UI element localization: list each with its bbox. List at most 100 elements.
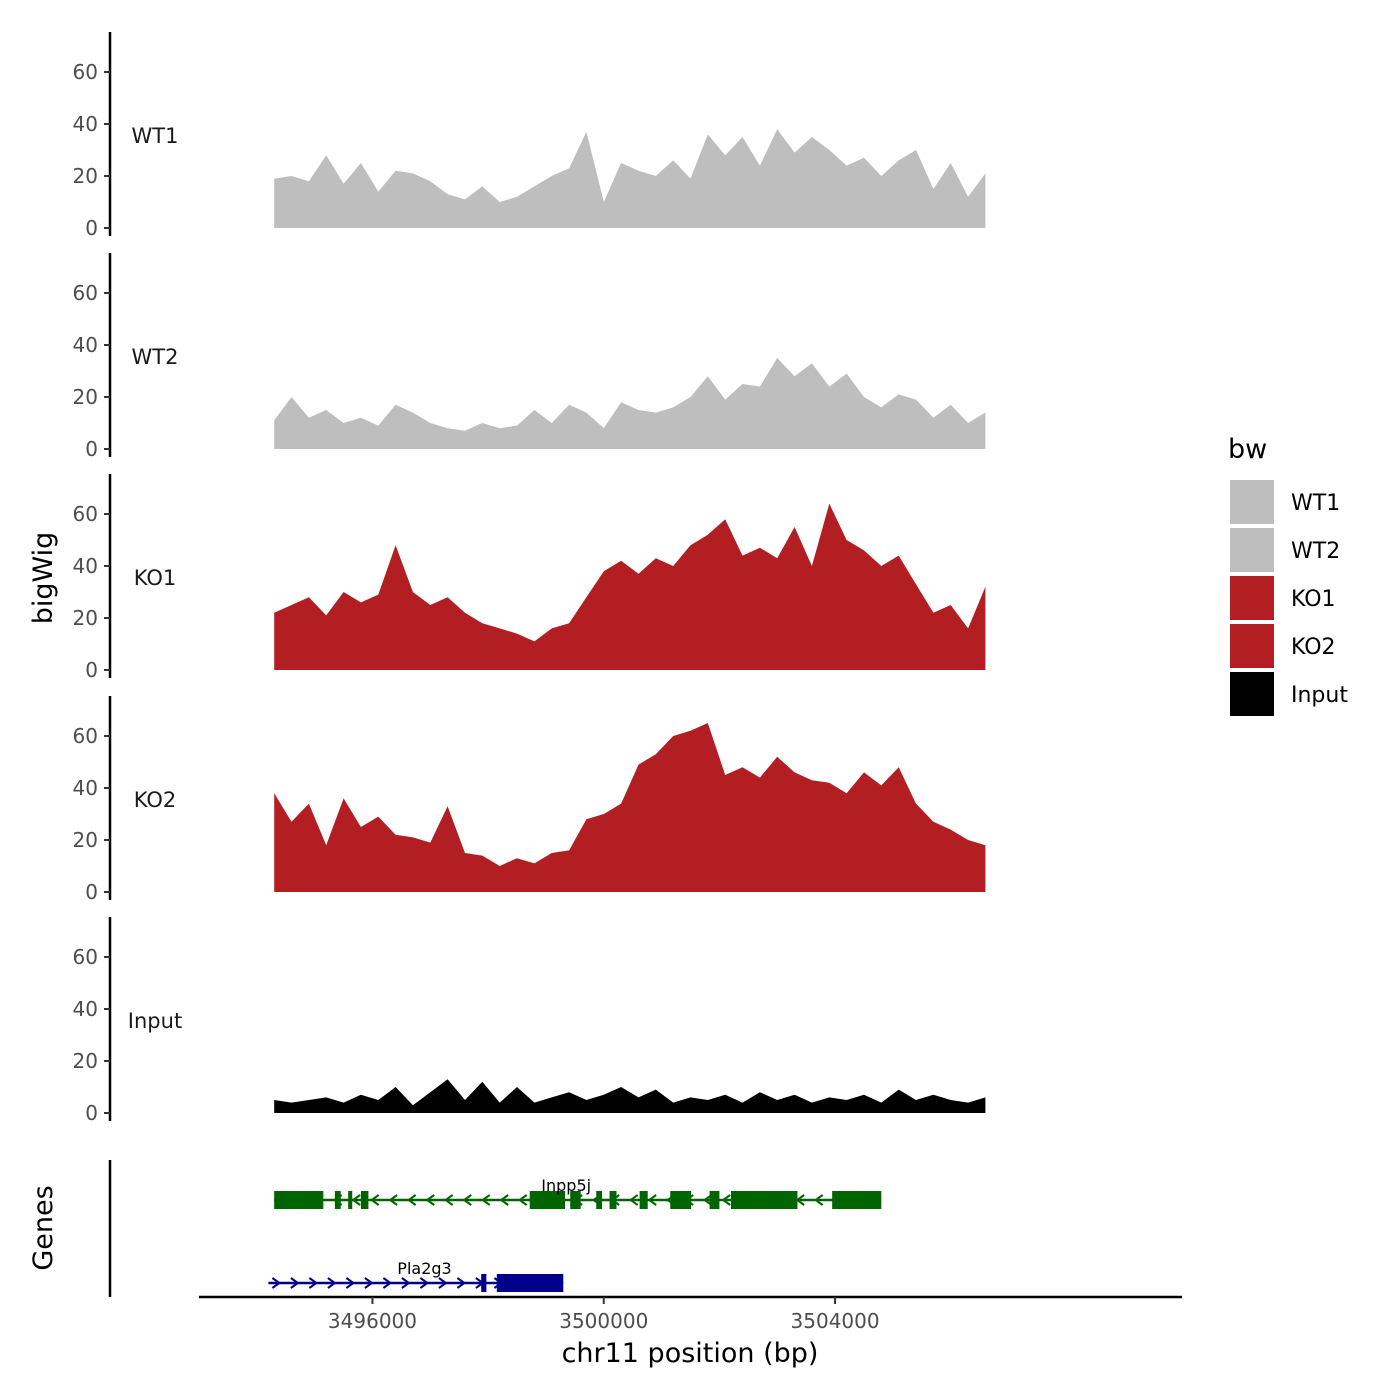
track-input-y-tick-label: 20 xyxy=(73,1049,98,1073)
gene-pla2g3-strand-arrow xyxy=(419,1277,430,1289)
gene-inpp5j-strand-arrow xyxy=(647,1194,657,1206)
track-wt1: 0 20 40 60 WT1 xyxy=(73,32,986,240)
track-input-area xyxy=(274,1079,986,1113)
gene-inpp5j-strand-arrow xyxy=(499,1194,509,1206)
gene-pla2g3-strand-arrow xyxy=(456,1277,467,1289)
legend-label-ko2: KO2 xyxy=(1291,635,1336,660)
gene-inpp5j-strand-arrow xyxy=(702,1194,713,1206)
gene-inpp5j-exon xyxy=(334,1191,341,1209)
track-wt2-y-tick-label: 0 xyxy=(85,437,98,461)
x-tick-label: 3504000 xyxy=(791,1309,880,1333)
gene-pla2g3-strand-arrow xyxy=(401,1277,411,1289)
gene-inpp5j-strand-arrow xyxy=(443,1194,454,1206)
gene-inpp5j-exon xyxy=(596,1191,603,1209)
genes-panel: Inpp5j Pla2g3 xyxy=(108,1160,882,1297)
track-ko1-label: KO1 xyxy=(134,566,177,590)
gene-inpp5j-strand-arrow xyxy=(369,1194,380,1206)
gene-pla2g3-strand-arrow xyxy=(364,1277,374,1289)
track-ko1-y-tick-label: 0 xyxy=(85,658,98,682)
gene-inpp5j-exon xyxy=(570,1191,581,1209)
gene-inpp5j-exon xyxy=(609,1191,617,1209)
legend-label-ko1: KO1 xyxy=(1291,587,1336,612)
gene-inpp5j-strand-arrow xyxy=(628,1194,639,1206)
track-ko2-y-tick-label: 0 xyxy=(85,880,98,904)
track-ko1-area xyxy=(274,503,986,670)
gene-inpp5j-strand-arrow xyxy=(813,1194,824,1206)
track-ko2-y-tick-label: 20 xyxy=(73,828,98,852)
track-wt2-y-tick-label: 60 xyxy=(73,281,98,305)
gene-inpp5j-strand-arrow xyxy=(388,1194,398,1206)
x-tick-label: 3496000 xyxy=(328,1309,417,1333)
gene-inpp5j-exon xyxy=(670,1191,692,1209)
gene-inpp5j-exon xyxy=(348,1191,353,1209)
track-ko1-y-tick-label: 60 xyxy=(73,502,98,526)
legend-swatch-wt1 xyxy=(1230,480,1274,524)
x-axis: 3496000 3500000 3504000 xyxy=(199,1295,1182,1333)
gene-pla2g3-exon xyxy=(481,1274,487,1292)
y-axis-title: bigWig xyxy=(28,532,59,625)
legend-swatch-input xyxy=(1230,672,1274,716)
gene-inpp5j-exon xyxy=(832,1191,882,1209)
gene-inpp5j-exon xyxy=(360,1191,369,1209)
legend-title: bw xyxy=(1228,434,1267,465)
track-ko2-label: KO2 xyxy=(134,788,177,812)
track-input-label: Input xyxy=(128,1009,182,1033)
gene-pla2g3-strand-arrow xyxy=(382,1277,393,1289)
track-wt2-area xyxy=(274,358,986,449)
track-wt2-label: WT2 xyxy=(132,345,179,369)
gene-inpp5j-strand-arrow xyxy=(351,1194,361,1206)
track-input-y-tick-label: 60 xyxy=(73,945,98,969)
gene-inpp5j-exon xyxy=(529,1191,566,1209)
x-axis-title: chr11 position (bp) xyxy=(562,1338,819,1369)
track-ko1: 0 20 40 60 KO1 xyxy=(73,474,986,682)
track-wt1-y-tick-label: 20 xyxy=(73,164,98,188)
legend-label-input: Input xyxy=(1291,683,1348,708)
gene-pla2g3-strand-arrow xyxy=(290,1277,300,1289)
gene-inpp5j-strand-arrow xyxy=(480,1194,491,1206)
track-ko1-y-tick-label: 20 xyxy=(73,606,98,630)
gene-pla2g3-strand-arrow xyxy=(327,1277,337,1289)
gene-inpp5j-exon xyxy=(730,1191,798,1209)
gene-pla2g3-strand-arrow xyxy=(345,1277,356,1289)
track-input-y-tick-label: 40 xyxy=(73,997,98,1021)
gene-pla2g3-strand-arrow xyxy=(438,1277,448,1289)
legend-label-wt2: WT2 xyxy=(1291,539,1340,564)
legend-swatch-ko1 xyxy=(1230,576,1274,620)
track-wt2: 0 20 40 60 WT2 xyxy=(73,253,986,461)
track-wt1-y-tick-label: 40 xyxy=(73,112,98,136)
gene-pla2g3-label: Pla2g3 xyxy=(397,1259,451,1278)
track-wt1-area xyxy=(274,129,986,228)
gene-pla2g3-strand-arrow xyxy=(308,1277,319,1289)
gene-pla2g3-exon xyxy=(496,1274,564,1292)
gene-inpp5j-exon xyxy=(709,1191,720,1209)
gene-inpp5j-strand-arrow xyxy=(462,1194,472,1206)
gene-inpp5j-strand-arrow xyxy=(721,1194,731,1206)
track-wt2-y-tick-label: 20 xyxy=(73,385,98,409)
legend-swatch-wt2 xyxy=(1230,528,1274,572)
track-input: 0 20 40 60 Input xyxy=(73,917,986,1125)
gene-inpp5j-exon xyxy=(639,1191,648,1209)
gene-inpp5j-exon xyxy=(274,1191,324,1209)
gene-inpp5j-strand-arrow xyxy=(406,1194,417,1206)
track-input-y-tick-label: 0 xyxy=(85,1101,98,1125)
track-ko2-y-tick-label: 60 xyxy=(73,724,98,748)
gene-pla2g3-strand-arrow xyxy=(271,1277,282,1289)
x-tick-label: 3500000 xyxy=(559,1309,648,1333)
track-ko2: 0 20 40 60 KO2 xyxy=(73,696,986,904)
legend-swatch-ko2 xyxy=(1230,624,1274,668)
gene-inpp5j-strand-arrow xyxy=(517,1194,528,1206)
bigwig-tracks: 0 20 40 60 WT1 0 20 40 60 WT2 0 20 40 60 KO1 0 20 40 60 KO2… xyxy=(73,32,986,1125)
gene-pla2g3: Pla2g3 xyxy=(268,1259,564,1292)
track-ko1-y-tick-label: 40 xyxy=(73,554,98,578)
legend: bw WT1 WT2 KO1 KO2 Input xyxy=(1228,434,1348,716)
legend-label-wt1: WT1 xyxy=(1291,491,1340,516)
gene-inpp5j-strand-arrow xyxy=(425,1194,435,1206)
track-wt2-y-tick-label: 40 xyxy=(73,333,98,357)
track-wt1-label: WT1 xyxy=(132,124,179,148)
track-wt1-y-tick-label: 0 xyxy=(85,216,98,240)
genes-axis-title: Genes xyxy=(28,1185,59,1270)
track-wt1-y-tick-label: 60 xyxy=(73,60,98,84)
track-ko2-area xyxy=(274,723,986,892)
gene-inpp5j-label: Inpp5j xyxy=(541,1176,591,1195)
